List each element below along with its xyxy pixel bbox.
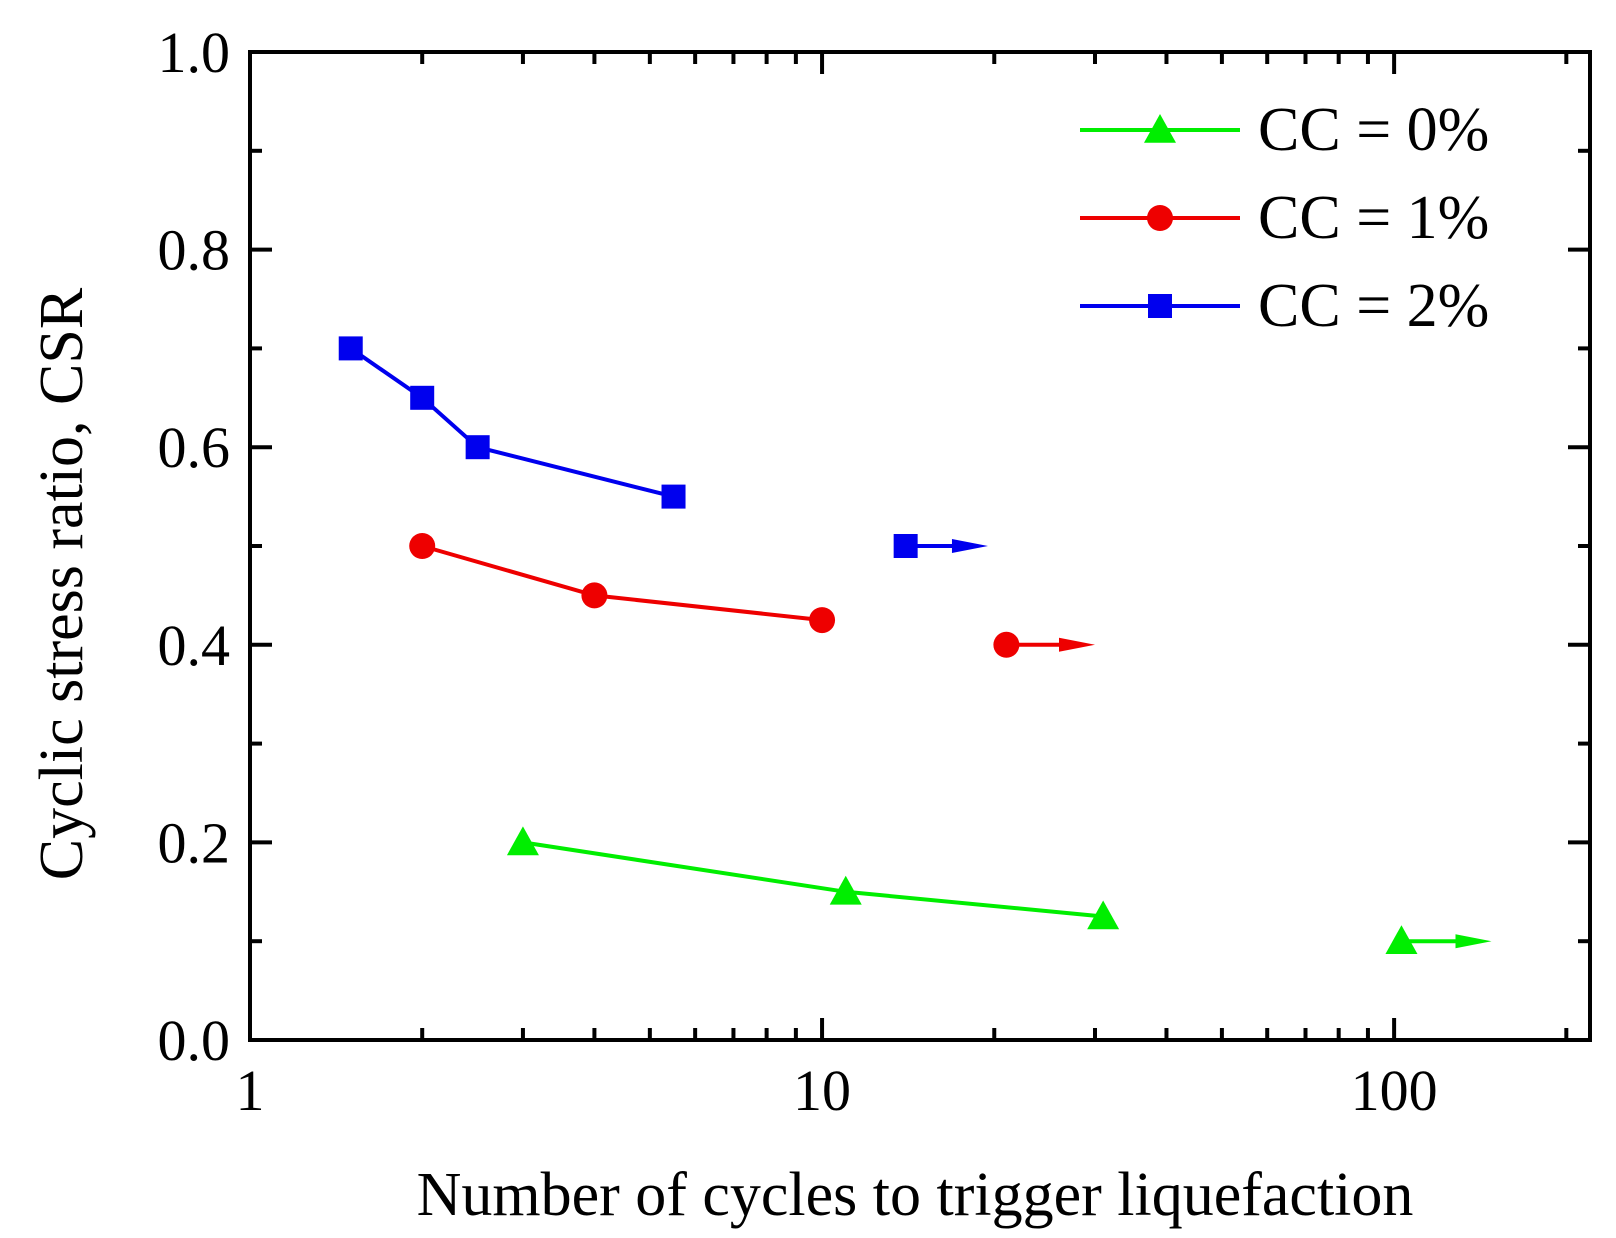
x-tick-label: 100 [1351,1058,1438,1123]
data-point [338,336,363,361]
no-liquefaction-point [893,534,918,558]
x-tick-label: 1 [236,1058,265,1123]
data-point [410,385,435,410]
series-layer [338,336,1492,954]
y-tick-label: 0.2 [158,810,231,875]
no-liquefaction-arrow-head [1455,934,1492,949]
series-line [349,346,675,499]
no-liquefaction-arrow-head [1058,637,1095,652]
series-1 [409,533,1095,658]
y-tick-label: 0.8 [158,218,231,283]
no-liquefaction-arrow-head [951,539,988,553]
y-tick-label: 0.6 [158,415,231,480]
series-0 [506,826,1492,954]
legend-item: CC = 1% [1080,184,1489,252]
data-point [1087,900,1120,930]
x-tick-label: 10 [793,1058,851,1123]
legend-item: CC = 2% [1080,272,1489,340]
data-point [809,607,836,634]
legend: CC = 0% CC = 1% CC = 2% [1080,96,1489,340]
y-tick-label: 0.0 [158,1008,231,1073]
data-point [409,533,436,559]
data-point [661,484,686,509]
y-tick-label: 0.4 [158,613,231,678]
legend-marker [1147,205,1173,231]
y-axis-title: Cyclic stress ratio, CSR [28,287,96,880]
no-liquefaction-point [993,631,1020,658]
series-line [421,544,823,623]
legend-marker [1144,114,1176,143]
y-tick-labels: 0.0 0.2 0.4 0.6 0.8 1.0 [158,20,231,1073]
legend-label: CC = 2% [1258,272,1489,340]
series-line [522,840,1104,919]
series-2 [338,336,988,558]
legend-label: CC = 0% [1258,96,1489,164]
legend-label: CC = 1% [1258,184,1489,252]
x-axis-title: Number of cycles to trigger liquefaction [417,1161,1414,1229]
y-tick-label: 1.0 [158,20,231,85]
no-liquefaction-point [1385,925,1418,954]
data-point [581,582,608,609]
legend-item: CC = 0% [1080,96,1489,164]
plot-frame [248,50,1592,1042]
x-tick-labels: 1 10 100 [236,1058,1438,1123]
data-point [829,875,862,905]
data-point [465,435,490,460]
legend-marker [1148,294,1172,318]
data-point [506,826,539,856]
